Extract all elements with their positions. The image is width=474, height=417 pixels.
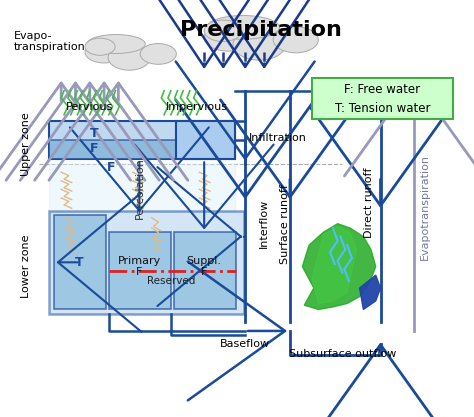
Ellipse shape	[140, 43, 176, 64]
Bar	[173, 232, 236, 309]
Text: Interflow: Interflow	[258, 199, 268, 249]
Ellipse shape	[87, 35, 145, 53]
Text: T: T	[75, 256, 83, 269]
Bar	[175, 121, 235, 159]
Text: Baseflow: Baseflow	[220, 339, 270, 349]
Bar	[312, 78, 453, 119]
Text: Evapo-
transpiration: Evapo- transpiration	[14, 31, 85, 52]
Polygon shape	[312, 226, 357, 304]
Text: F: F	[91, 142, 99, 155]
Text: F: F	[107, 161, 115, 174]
Text: Precipitation: Precipitation	[181, 20, 342, 40]
Ellipse shape	[204, 20, 242, 42]
Text: Upper zone: Upper zone	[21, 112, 31, 176]
Text: Primary
F: Primary F	[118, 256, 161, 277]
Text: F: Free water
T: Tension water: F: Free water T: Tension water	[335, 83, 430, 116]
Text: Evapotranspiration: Evapotranspiration	[420, 153, 430, 259]
Bar	[109, 232, 171, 309]
Text: Surface runoff: Surface runoff	[281, 184, 291, 264]
Bar	[54, 215, 106, 309]
Polygon shape	[360, 275, 381, 309]
Ellipse shape	[108, 45, 150, 70]
Text: Suppl.
F: Suppl. F	[187, 256, 222, 277]
Bar	[49, 211, 244, 314]
Ellipse shape	[207, 15, 280, 39]
Ellipse shape	[273, 27, 319, 53]
Text: Direct runoff: Direct runoff	[364, 167, 374, 238]
Ellipse shape	[204, 24, 252, 51]
Text: Pervious: Pervious	[66, 102, 113, 112]
Text: T: T	[90, 127, 99, 140]
Polygon shape	[302, 224, 376, 309]
Text: Impervious: Impervious	[166, 102, 228, 112]
Bar	[49, 141, 235, 159]
Ellipse shape	[85, 38, 115, 55]
Ellipse shape	[233, 28, 286, 60]
Text: Infiltration: Infiltration	[249, 133, 307, 143]
Ellipse shape	[85, 41, 123, 63]
Bar	[49, 121, 235, 159]
Polygon shape	[49, 163, 235, 211]
Text: Lower zone: Lower zone	[21, 235, 31, 298]
Text: Percolation: Percolation	[135, 157, 146, 219]
Text: Reserved: Reserved	[146, 276, 195, 286]
Text: Subsurface outflow: Subsurface outflow	[289, 349, 396, 359]
